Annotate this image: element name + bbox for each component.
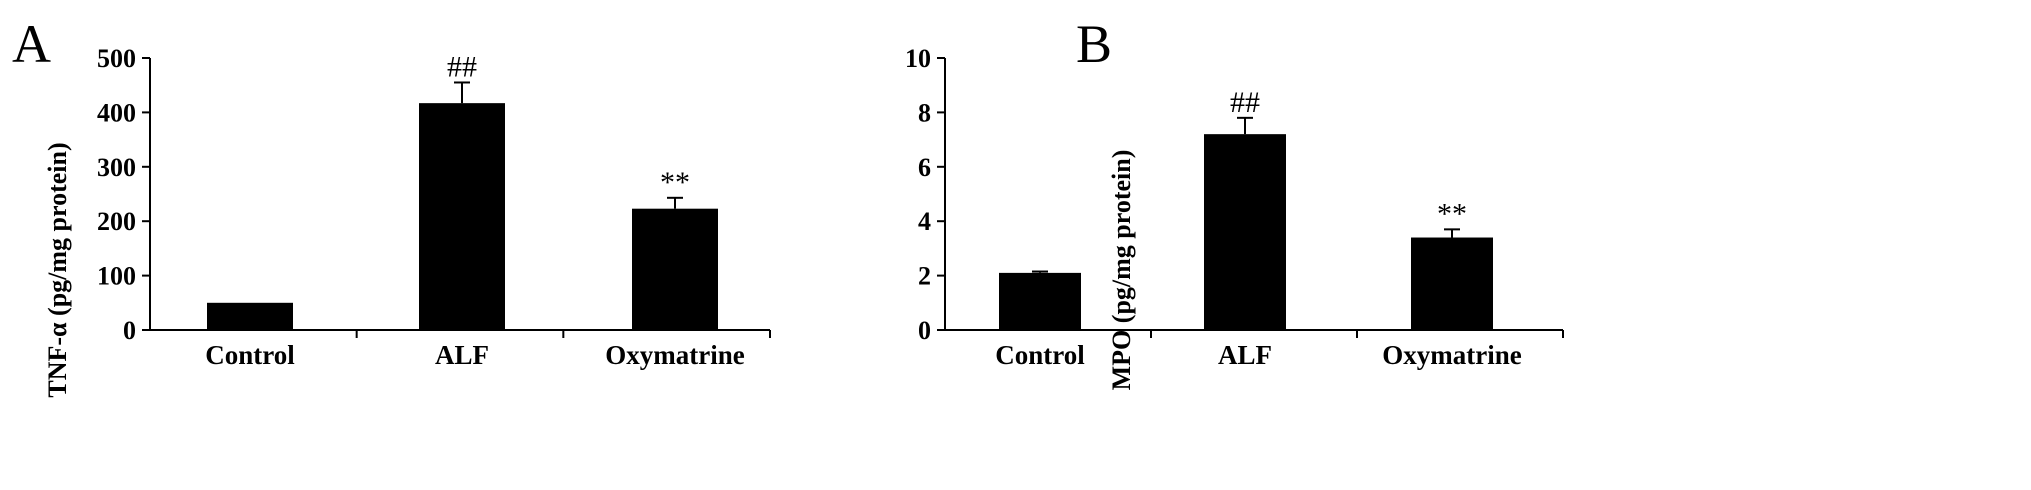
panel-a-bar-oxymatrine xyxy=(632,208,718,330)
panel-b-y-tick-label: 4 xyxy=(918,207,931,236)
panel-b-significance-label: ** xyxy=(1437,197,1467,230)
panel-a-y-tick-label: 0 xyxy=(123,316,136,345)
panel-b-y-tick-label: 10 xyxy=(905,44,931,73)
panel-b-y-tick-label: 2 xyxy=(918,262,931,291)
panel-a-chart: A TNF-α (pg/mg protein) 0 100 200 300 400 500… xyxy=(12,14,771,398)
panel-b-chart: B MPO (pg/mg protein) 0 2 4 6 8 10 ## ** Contr… xyxy=(905,14,1564,391)
panel-b-significance-label: ## xyxy=(1230,86,1260,119)
panel-b-bar-control xyxy=(999,272,1081,330)
panel-a-significance-label: ## xyxy=(447,50,477,83)
panel-b-category-label: Control xyxy=(995,340,1085,370)
panel-a-letter: A xyxy=(12,14,51,74)
panel-a-category-label: Control xyxy=(205,340,295,370)
panel-a-y-tick-label: 500 xyxy=(97,44,136,73)
panel-b-y-tick-label: 0 xyxy=(918,316,931,345)
panel-b-y-tick-label: 6 xyxy=(918,153,931,182)
panel-a-bar-control xyxy=(207,302,293,330)
panel-a-x-labels: Control ALF Oxymatrine xyxy=(205,340,745,370)
panel-b-y-tick-label: 8 xyxy=(918,98,931,127)
panel-a-y-tick-label: 300 xyxy=(97,153,136,182)
panel-a-significance-label: ** xyxy=(660,166,690,199)
panel-a-y-tick-label: 400 xyxy=(97,98,136,127)
panel-b-x-labels: Control ALF Oxymatrine xyxy=(995,340,1522,370)
panel-a-category-label: Oxymatrine xyxy=(605,340,744,370)
panel-b-bar-oxymatrine xyxy=(1411,237,1493,330)
panel-a-y-tick-label: 200 xyxy=(97,207,136,236)
panel-b-category-label: Oxymatrine xyxy=(1382,340,1521,370)
panel-a-bars: ## ** xyxy=(207,50,718,330)
panel-a-bar-alf xyxy=(419,103,505,330)
panel-b-bars: ## ** xyxy=(999,86,1493,330)
panel-a-y-tick-label: 100 xyxy=(97,262,136,291)
panel-a-y-ticks: 0 100 200 300 400 500 xyxy=(97,44,771,345)
panel-b-y-axis-title: MPO (pg/mg protein) xyxy=(1107,150,1136,391)
panel-b-y-ticks: 0 2 4 6 8 10 xyxy=(905,44,1564,345)
panel-b-category-label: ALF xyxy=(1218,340,1272,370)
panel-b-bar-alf xyxy=(1204,134,1286,330)
panel-b-letter: B xyxy=(1076,14,1112,74)
panel-a-y-axis-title: TNF-α (pg/mg protein) xyxy=(43,142,72,397)
panel-a-category-label: ALF xyxy=(435,340,489,370)
